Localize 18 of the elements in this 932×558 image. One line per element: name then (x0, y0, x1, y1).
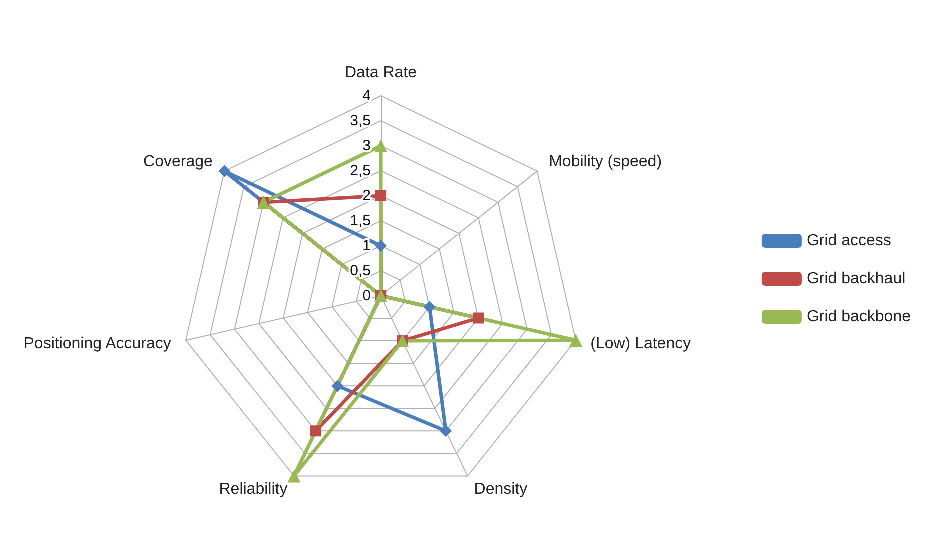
y-tick-label: 3 (362, 138, 371, 154)
y-tick-label: 1 (362, 238, 371, 254)
spoke-label: Mobility (speed) (549, 153, 662, 170)
y-tick-label: 0 (362, 288, 371, 304)
spoke-label: Positioning Accuracy (24, 335, 172, 352)
y-tick-label: 4 (362, 88, 371, 104)
y-tick-label: 2,5 (350, 162, 371, 180)
spoke-label: Data Rate (344, 64, 418, 82)
legend-label: Grid backbone (806, 308, 912, 326)
spoke-label: Reliability (219, 481, 288, 498)
spoke-label: Coverage (144, 153, 214, 170)
y-tick-label: 1,5 (350, 212, 371, 230)
spoke-label: (Low) Latency (590, 335, 692, 352)
legend-label: Grid backhaul (806, 270, 906, 288)
y-tick-label: 3,5 (350, 112, 371, 130)
y-tick-label: 0,5 (350, 262, 371, 280)
spoke-label: Density (474, 481, 528, 498)
legend-label: Grid access (806, 232, 892, 250)
